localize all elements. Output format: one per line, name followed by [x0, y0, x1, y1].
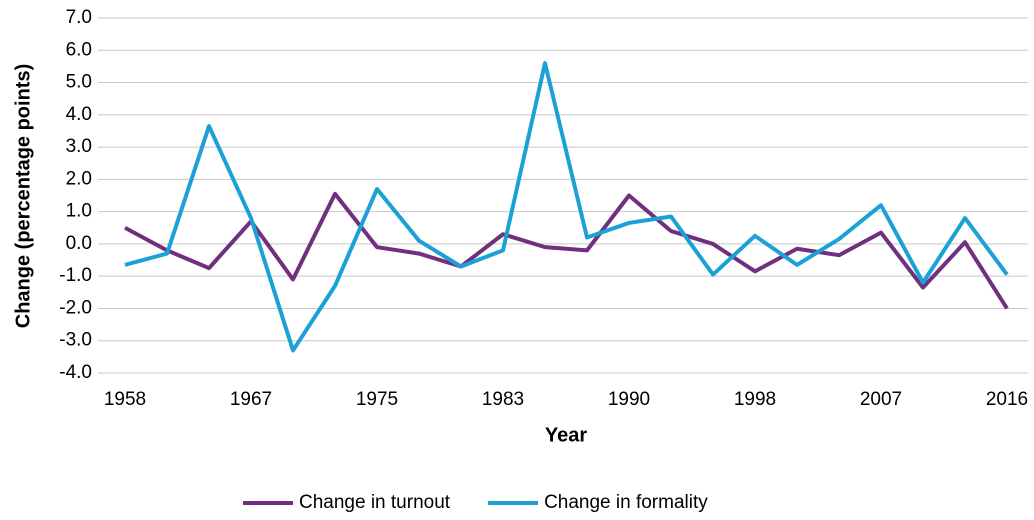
legend-label: Change in formality: [544, 492, 708, 513]
y-tick-label: 0.0: [66, 233, 92, 254]
y-tick-label: -1.0: [59, 265, 92, 286]
y-tick-label: 7.0: [66, 7, 92, 28]
x-axis-title: Year: [545, 424, 587, 446]
x-tick-label: 1998: [734, 389, 776, 410]
line-series: [124, 191, 1009, 310]
x-tick-label: 1967: [230, 389, 272, 410]
legend-label: Change in turnout: [299, 492, 451, 513]
x-tick-label: 1975: [356, 389, 398, 410]
x-tick-label: 2007: [860, 389, 902, 410]
line-series: [124, 61, 1009, 353]
y-tick-label: 4.0: [66, 104, 92, 125]
x-tick-label: 1958: [104, 389, 146, 410]
y-tick-label: -3.0: [59, 330, 92, 351]
y-tick-label: 5.0: [66, 72, 92, 93]
x-tick-label: 1983: [482, 389, 524, 410]
y-tick-label: 1.0: [66, 201, 92, 222]
y-tick-label: -4.0: [59, 362, 92, 383]
x-tick-label: 1990: [608, 389, 650, 410]
y-axis-title: Change (percentage points): [12, 64, 34, 328]
y-tick-label: -2.0: [59, 297, 92, 318]
x-tick-label: 2016: [986, 389, 1028, 410]
y-tick-label: 6.0: [66, 39, 92, 60]
y-tick-label: 2.0: [66, 168, 92, 189]
y-tick-label: 3.0: [66, 136, 92, 157]
